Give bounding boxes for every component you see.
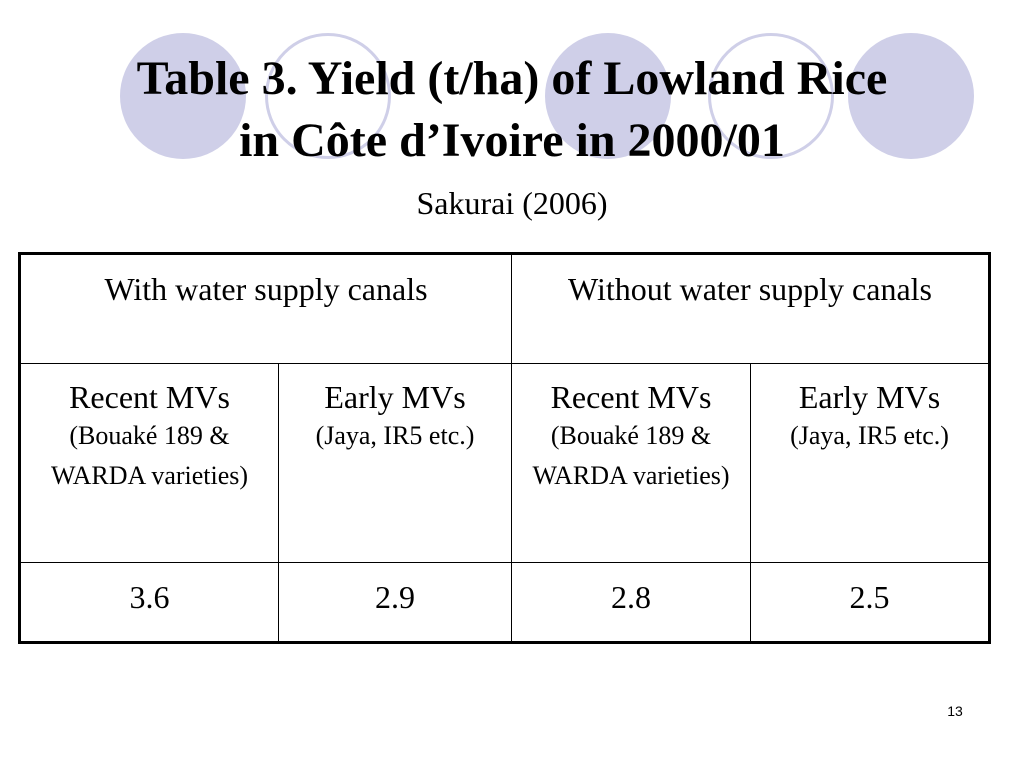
slide-title: Table 3. Yield (t/ha) of Lowland Rice in… — [0, 48, 1024, 172]
decorative-circles — [0, 0, 1024, 200]
yield-value: 3.6 — [129, 579, 170, 615]
group-header-label: Without water supply canals — [568, 271, 932, 307]
table-group-header-row: With water supply canals Without water s… — [19, 253, 991, 364]
decor-circle — [708, 33, 834, 159]
variety-detail: (Jaya, IR5 etc.) — [315, 421, 475, 450]
variety-name: Early MVs — [798, 379, 941, 415]
yield-value: 2.8 — [611, 579, 651, 615]
decor-circle — [120, 33, 246, 159]
value-cell: 2.9 — [278, 562, 512, 643]
variety-name: Recent MVs — [550, 379, 712, 415]
page-number: 13 — [947, 703, 963, 719]
value-cell: 2.5 — [749, 562, 991, 643]
variety-cell: Early MVs (Jaya, IR5 etc.) — [749, 363, 991, 563]
variety-name: Recent MVs — [69, 379, 230, 415]
variety-name: Early MVs — [324, 379, 466, 415]
decor-circle — [848, 33, 974, 159]
yield-value: 2.5 — [849, 579, 890, 615]
group-header-cell: Without water supply canals — [510, 253, 991, 364]
variety-cell: Recent MVs (Bouaké 189 & WARDA varieties… — [19, 363, 279, 563]
value-cell: 3.6 — [19, 562, 279, 643]
table-variety-row: Recent MVs (Bouaké 189 & WARDA varieties… — [19, 363, 991, 563]
title-line-2: in Côte d’Ivoire in 2000/01 — [239, 114, 785, 167]
decor-circle — [265, 33, 391, 159]
group-header-label: With water supply canals — [104, 271, 428, 307]
yield-value: 2.9 — [375, 579, 415, 615]
decor-circle — [545, 33, 671, 159]
yield-table: With water supply canals Without water s… — [18, 252, 992, 644]
variety-detail: (Jaya, IR5 etc.) — [790, 421, 949, 450]
title-line-1: Table 3. Yield (t/ha) of Lowland Rice — [136, 52, 888, 105]
group-header-cell: With water supply canals — [19, 253, 512, 364]
value-cell: 2.8 — [511, 562, 751, 643]
table-value-row: 3.6 2.9 2.8 2.5 — [19, 562, 991, 643]
variety-detail: (Bouaké 189 & WARDA varieties) — [50, 421, 249, 490]
variety-detail: (Bouaké 189 & WARDA varieties) — [532, 421, 730, 490]
variety-cell: Recent MVs (Bouaké 189 & WARDA varieties… — [511, 363, 751, 563]
variety-cell: Early MVs (Jaya, IR5 etc.) — [278, 363, 512, 563]
slide-subtitle: Sakurai (2006) — [416, 185, 608, 221]
